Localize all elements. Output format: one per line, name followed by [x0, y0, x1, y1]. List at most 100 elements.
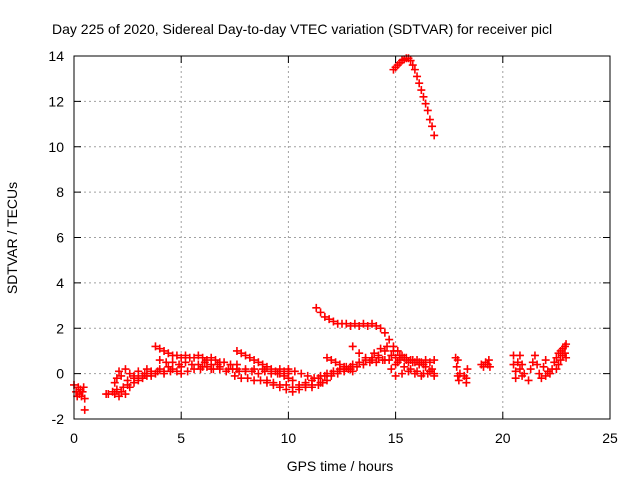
data-point — [562, 340, 571, 349]
data-point — [528, 358, 537, 367]
data-point — [425, 115, 434, 124]
data-point — [391, 360, 400, 369]
data-point — [190, 353, 199, 362]
data-point — [200, 358, 209, 367]
data-point — [402, 353, 411, 362]
data-point — [387, 351, 396, 360]
data-point — [359, 360, 368, 369]
data-point — [400, 362, 409, 371]
x-tick-label: 20 — [495, 430, 511, 446]
data-point — [175, 360, 184, 369]
data-point — [254, 369, 263, 378]
data-point — [243, 374, 252, 383]
data-point — [241, 351, 250, 360]
data-point — [370, 349, 379, 358]
data-point — [320, 312, 329, 321]
y-tick-label: 10 — [48, 139, 64, 155]
data-point — [484, 356, 493, 365]
data-point — [406, 356, 415, 365]
data-point — [391, 371, 400, 380]
data-point — [325, 315, 334, 324]
data-point — [428, 365, 437, 374]
data-point — [333, 369, 342, 378]
data-point — [80, 394, 89, 403]
data-point — [410, 369, 419, 378]
data-point — [138, 374, 147, 383]
data-point — [280, 371, 289, 380]
y-tick-label: 14 — [48, 48, 64, 64]
data-point — [415, 358, 424, 367]
data-point — [463, 365, 472, 374]
data-point — [550, 358, 559, 367]
data-point — [380, 346, 389, 355]
data-point — [537, 374, 546, 383]
data-point — [425, 358, 434, 367]
data-point — [562, 353, 571, 362]
data-point — [134, 367, 143, 376]
data-point — [423, 106, 432, 115]
data-point — [312, 303, 321, 312]
data-point — [372, 321, 381, 330]
data-point — [307, 383, 316, 392]
data-point — [288, 376, 297, 385]
data-point — [329, 317, 338, 326]
y-tick-label: 4 — [56, 275, 64, 291]
data-point — [183, 367, 192, 376]
data-point — [455, 369, 464, 378]
data-point — [524, 376, 533, 385]
data-point — [327, 356, 336, 365]
data-point — [454, 376, 463, 385]
data-point — [363, 321, 372, 330]
data-point — [153, 367, 162, 376]
y-tick-label: 8 — [56, 184, 64, 200]
data-point — [398, 351, 407, 360]
data-point — [241, 367, 250, 376]
data-point — [80, 405, 89, 414]
data-point — [117, 371, 126, 380]
data-point — [125, 369, 134, 378]
data-point — [541, 371, 550, 380]
x-tick-label: 15 — [388, 430, 404, 446]
data-point — [415, 79, 424, 88]
data-point — [211, 356, 220, 365]
data-point — [166, 367, 175, 376]
data-point — [123, 376, 132, 385]
data-point — [513, 358, 522, 367]
data-point — [155, 344, 164, 353]
data-point — [181, 351, 190, 360]
data-point — [164, 349, 173, 358]
data-point — [250, 365, 259, 374]
data-point — [164, 362, 173, 371]
data-point — [408, 61, 417, 70]
data-point — [417, 86, 426, 95]
data-point — [410, 65, 419, 74]
data-point — [423, 369, 432, 378]
data-point — [541, 356, 550, 365]
data-point — [267, 365, 276, 374]
data-point — [232, 346, 241, 355]
data-point — [220, 358, 229, 367]
data-point — [556, 356, 565, 365]
data-point — [554, 360, 563, 369]
data-point — [284, 365, 293, 374]
data-point — [560, 349, 569, 358]
data-point — [316, 308, 325, 317]
data-point — [284, 374, 293, 383]
data-point — [262, 362, 271, 371]
data-point — [395, 356, 404, 365]
data-point — [121, 365, 130, 374]
data-point — [552, 353, 561, 362]
data-point — [254, 358, 263, 367]
data-point — [391, 353, 400, 362]
data-point — [316, 371, 325, 380]
data-point — [121, 390, 130, 399]
data-point — [125, 383, 134, 392]
data-point — [419, 360, 428, 369]
grid — [74, 56, 610, 419]
data-point — [322, 353, 331, 362]
data-point — [485, 362, 494, 371]
data-point — [142, 371, 151, 380]
data-points — [70, 54, 571, 414]
data-point — [404, 367, 413, 376]
data-point — [430, 356, 439, 365]
